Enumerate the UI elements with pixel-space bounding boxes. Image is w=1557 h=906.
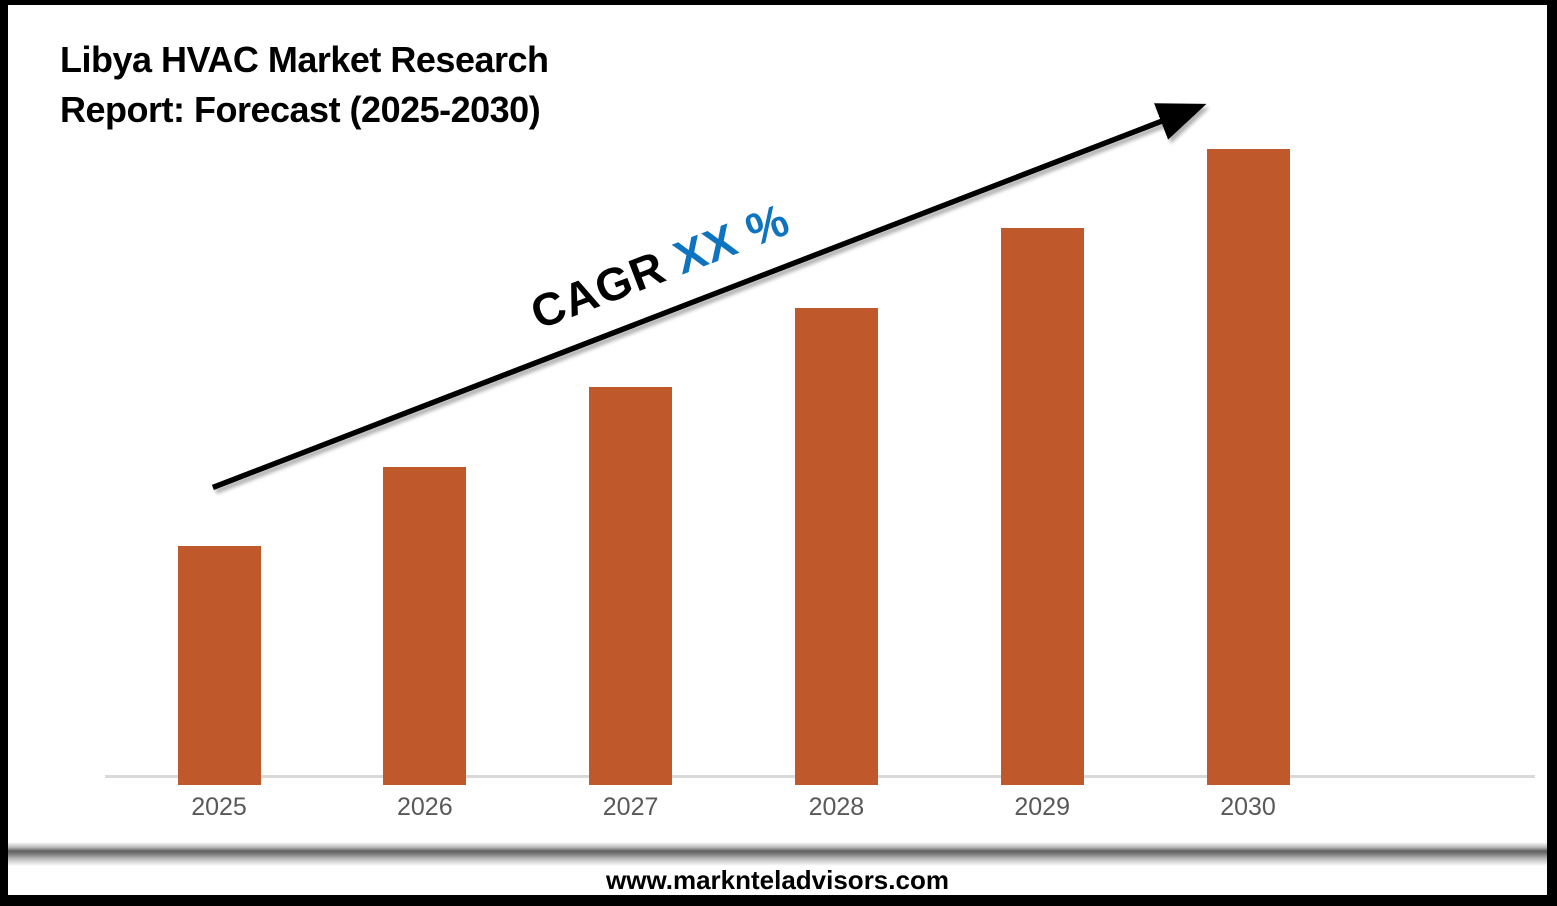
- bottom-black-bar: [8, 895, 1547, 897]
- bar-2025: [177, 546, 261, 785]
- x-axis-label-2028: 2028: [808, 793, 865, 821]
- chart-title-line1: Libya HVAC Market Research: [60, 39, 549, 80]
- bar-2029: [1000, 228, 1084, 785]
- footer: www.marknteladvisors.com: [8, 865, 1547, 895]
- website-url: www.marknteladvisors.com: [606, 865, 949, 895]
- x-axis-label-2029: 2029: [1014, 793, 1070, 821]
- x-axis-label-2030: 2030: [1220, 793, 1276, 821]
- x-axis-label-2026: 2026: [396, 793, 453, 821]
- bar-chart: 2025 2026 2027 2028 2029 2030: [8, 5, 1547, 897]
- footer-divider-shadow: [8, 842, 1547, 866]
- x-axis-label-2025: 2025: [191, 793, 247, 821]
- bar-2027: [589, 387, 673, 785]
- bar-2028: [794, 308, 878, 785]
- bar-2030: [1206, 149, 1290, 785]
- bar-2026: [383, 467, 467, 785]
- x-axis-label-2027: 2027: [602, 793, 659, 821]
